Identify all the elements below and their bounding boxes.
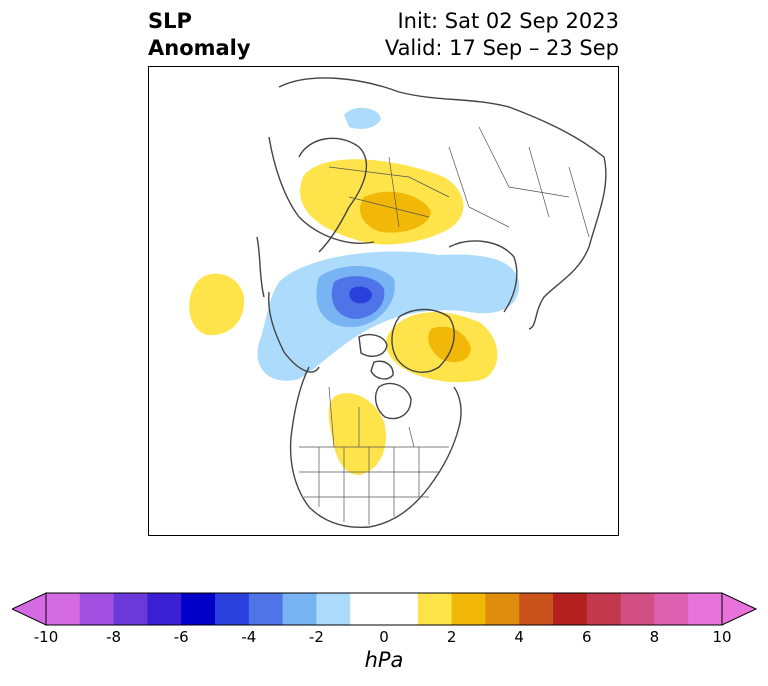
map-canvas [189, 77, 607, 529]
eurasia-coast [278, 77, 607, 330]
colorbar-bin [79, 593, 115, 625]
north-america-coast [289, 366, 462, 529]
colorbar-bin [350, 593, 419, 625]
colorbar-bin [519, 593, 554, 625]
europe-coast [268, 136, 375, 244]
colorbar-bin [282, 593, 317, 625]
colorbar-tick-label: -4 [241, 628, 257, 646]
colorbar-bin [620, 593, 655, 625]
us-state-lines [299, 447, 439, 525]
colorbar-bin [113, 593, 148, 625]
colorbar-bin [451, 593, 486, 625]
hudson-bay [374, 382, 412, 420]
colorbar-tick-label: 10 [712, 628, 732, 646]
valid-range: Valid: 17 Sep – 23 Sep [384, 36, 619, 60]
canada-islands [358, 333, 394, 380]
colorbar-tick-label: 0 [379, 628, 389, 646]
colorbar-tick-label: -8 [106, 628, 122, 646]
colorbar-tick-label: 2 [446, 628, 457, 646]
colorbar-bin [688, 593, 723, 625]
colorbar-unit-label: hPa [364, 648, 404, 672]
colorbar-bin [485, 593, 520, 625]
canada-provinces [328, 386, 415, 448]
anomaly-shading [189, 107, 520, 475]
negative-anomaly-east-arm [433, 260, 517, 302]
colorbar-extend-high [721, 592, 758, 626]
colorbar-outline [45, 592, 723, 626]
colorbar-bin [417, 593, 453, 625]
title-variable-type: Anomaly [148, 36, 251, 60]
alaska-coast [267, 291, 320, 373]
map-dates: Init: Sat 02 Sep 2023 Valid: 17 Sep – 23… [385, 8, 619, 62]
colorbar-bin [553, 593, 588, 625]
eurasia-borders [328, 126, 590, 238]
colorbar-extend-low [12, 592, 47, 626]
negative-anomaly-arctic-core-3 [349, 286, 372, 304]
colorbar-bin [215, 593, 250, 625]
positive-anomaly-greenland-core [428, 326, 471, 363]
positive-anomaly-north-pacific [189, 273, 245, 336]
colorbar-tick-label: -10 [33, 628, 59, 646]
positive-anomaly-central-north-america [328, 393, 387, 475]
siberia-east-coast [448, 240, 518, 313]
pacific-coast-left [256, 236, 265, 298]
map-title: SLP Anomaly [148, 8, 251, 62]
negative-anomaly-small-east-siberia [344, 107, 381, 129]
colorbar-bin [316, 593, 351, 625]
colorbar-bin [147, 593, 182, 625]
colorbar-tick-label: 4 [514, 628, 524, 646]
colorbar-tick-label: 6 [582, 628, 592, 646]
colorbar-bin [654, 593, 689, 625]
map-panel [148, 66, 619, 536]
colorbar-bins [46, 593, 723, 625]
colorbar [12, 592, 758, 626]
colorbar-bin [46, 593, 81, 625]
colorbar-bin [248, 593, 284, 625]
colorbar-bin [586, 593, 622, 625]
coastlines [256, 77, 607, 529]
country-borders [299, 126, 590, 525]
title-variable: SLP [148, 9, 192, 33]
colorbar-tick-label: -2 [308, 628, 324, 646]
init-date: Init: Sat 02 Sep 2023 [397, 9, 619, 33]
colorbar-bin [181, 593, 216, 625]
greenland-coast [391, 308, 455, 373]
colorbar-tick-label: 8 [649, 628, 660, 646]
colorbar-tick-label: -6 [173, 628, 189, 646]
positive-anomaly-scandinavia-russia-core [360, 191, 431, 233]
